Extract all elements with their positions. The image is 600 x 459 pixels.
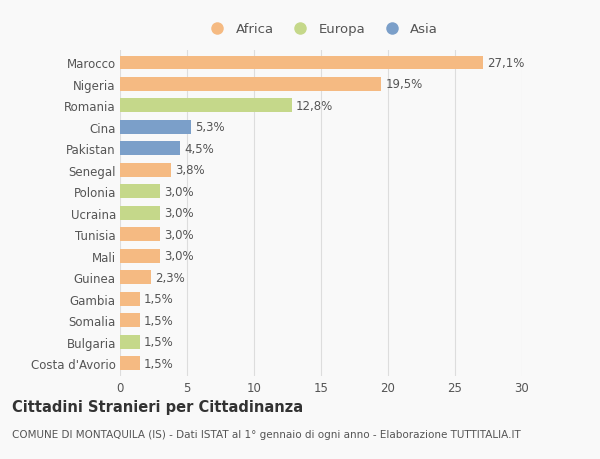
Bar	[120, 249, 160, 263]
Text: 3,8%: 3,8%	[175, 164, 205, 177]
Bar	[120, 142, 180, 156]
Text: 3,0%: 3,0%	[164, 229, 194, 241]
Bar	[120, 228, 160, 242]
Bar	[120, 292, 140, 306]
Text: Cittadini Stranieri per Cittadinanza: Cittadini Stranieri per Cittadinanza	[12, 399, 303, 414]
Bar	[120, 185, 160, 199]
Bar	[120, 271, 151, 285]
Text: 19,5%: 19,5%	[385, 78, 422, 91]
Bar	[120, 357, 140, 370]
Bar	[120, 78, 382, 92]
Text: 3,0%: 3,0%	[164, 185, 194, 198]
Text: 5,3%: 5,3%	[195, 121, 224, 134]
Text: 4,5%: 4,5%	[184, 143, 214, 156]
Bar	[120, 163, 171, 178]
Text: 1,5%: 1,5%	[144, 314, 174, 327]
Bar	[120, 207, 160, 220]
Text: 3,0%: 3,0%	[164, 250, 194, 263]
Text: 2,3%: 2,3%	[155, 271, 185, 284]
Text: 1,5%: 1,5%	[144, 336, 174, 348]
Text: 27,1%: 27,1%	[487, 57, 524, 70]
Bar	[120, 335, 140, 349]
Legend: Africa, Europa, Asia: Africa, Europa, Asia	[199, 18, 443, 41]
Bar	[120, 56, 483, 70]
Text: 1,5%: 1,5%	[144, 293, 174, 306]
Bar	[120, 313, 140, 328]
Text: 12,8%: 12,8%	[296, 100, 333, 113]
Bar	[120, 99, 292, 113]
Text: 1,5%: 1,5%	[144, 357, 174, 370]
Bar	[120, 121, 191, 134]
Text: 3,0%: 3,0%	[164, 207, 194, 220]
Text: COMUNE DI MONTAQUILA (IS) - Dati ISTAT al 1° gennaio di ogni anno - Elaborazione: COMUNE DI MONTAQUILA (IS) - Dati ISTAT a…	[12, 429, 521, 439]
